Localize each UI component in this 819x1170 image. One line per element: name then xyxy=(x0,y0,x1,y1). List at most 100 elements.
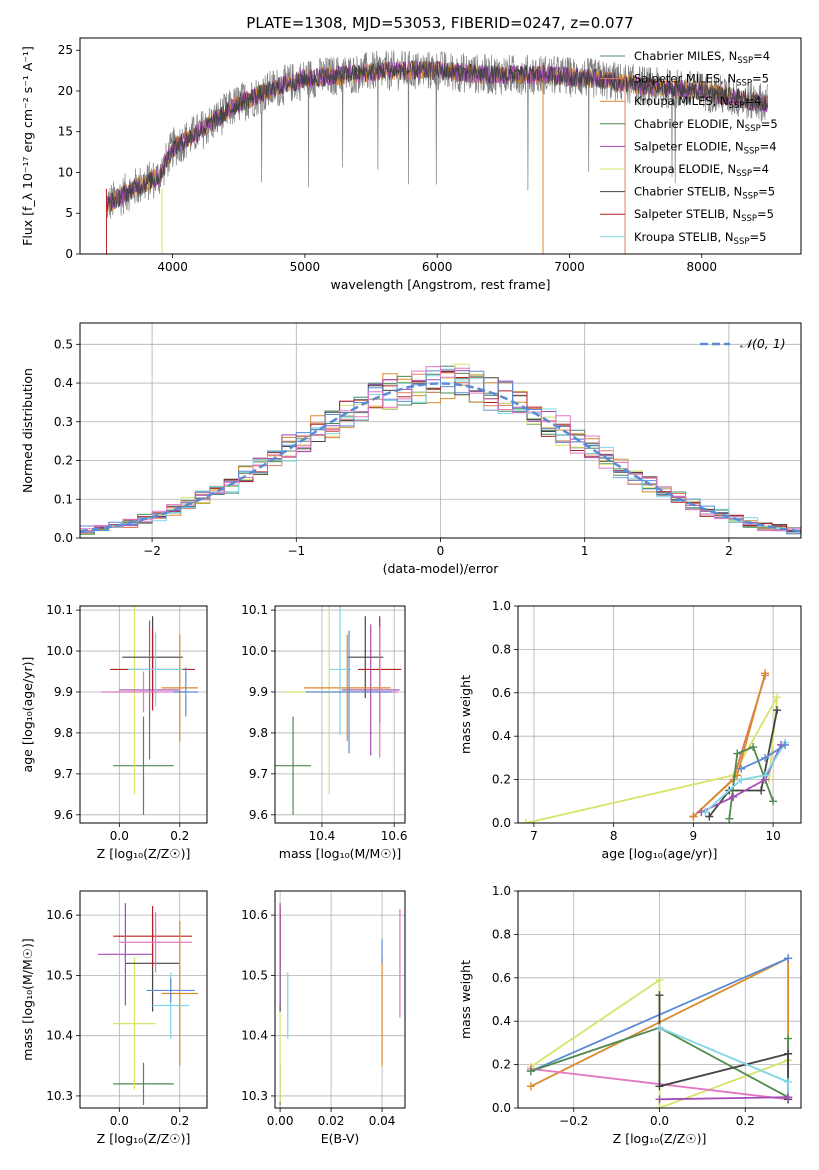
series-marker xyxy=(655,1104,664,1108)
y-tick-label: 9.7 xyxy=(249,767,268,781)
x-axis-label: Z [log₁₀(Z/Z☉)] xyxy=(97,846,191,861)
legend-subscript: SSP xyxy=(734,237,750,247)
series-marker xyxy=(526,1082,535,1091)
legend-subscript: SSP xyxy=(744,146,760,156)
panel-mass-vs-ebv: 0.00 0.02 0.04 10.3 10.4 10.5 10.6 E(B-V) xyxy=(241,890,406,1146)
x-tick-label: 0.00 xyxy=(267,1114,294,1128)
y-tick-label: 0.0 xyxy=(54,531,73,545)
legend-tail: =5 xyxy=(749,230,766,244)
x-tick-label: 0.0 xyxy=(650,1114,669,1128)
legend-label: Salpeter ELODIE, NSSP=4 xyxy=(634,139,777,156)
x-axis-label: wavelength [Angstrom, rest frame] xyxy=(330,277,550,292)
series-marker xyxy=(689,812,698,821)
series-line xyxy=(692,675,766,818)
series-marker xyxy=(733,749,742,758)
x-tick-label: 10 xyxy=(765,829,780,843)
y-tick-label: 9.6 xyxy=(54,808,73,822)
x-axis-label: Z [log₁₀(Z/Z☉)] xyxy=(97,1131,191,1146)
y-tick-label: 0.4 xyxy=(492,729,511,743)
y-tick-label: 20 xyxy=(58,84,73,98)
series-marker xyxy=(526,1067,535,1076)
y-tick-label: 9.7 xyxy=(54,767,73,781)
plot-area xyxy=(275,606,405,823)
legend-label: Salpeter STELIB, NSSP=5 xyxy=(634,207,774,224)
y-axis-label: Flux [f_λ 10⁻¹⁷ erg cm⁻² s⁻¹ A⁻¹] xyxy=(20,46,35,246)
series-marker xyxy=(725,814,734,823)
axes-frame xyxy=(517,605,802,824)
x-axis-label: Z [log₁₀(Z/Z☉)] xyxy=(613,1131,707,1146)
x-tick-label: 0 xyxy=(437,544,445,558)
y-axis-label: mass weight xyxy=(458,960,473,1039)
y-tick-label: 10.6 xyxy=(241,908,268,922)
y-axis-label: mass weight xyxy=(458,675,473,754)
legend-subscript: SSP xyxy=(737,56,753,66)
x-tick-label: −1 xyxy=(287,544,305,558)
x-axis-label: mass [log₁₀(M/M☉)] xyxy=(279,846,401,861)
x-axis-label: E(B-V) xyxy=(321,1131,360,1146)
series-marker xyxy=(784,1077,793,1086)
y-tick-label: 0.0 xyxy=(492,816,511,830)
legend-subscript: SSP xyxy=(729,101,745,111)
series-marker xyxy=(761,771,770,780)
x-tick-label: 6000 xyxy=(422,260,453,274)
series-marker xyxy=(521,819,530,823)
y-tick-label: 0.4 xyxy=(492,1014,511,1028)
y-tick-label: 10.5 xyxy=(46,968,73,982)
series-marker xyxy=(773,693,782,702)
axes-frame xyxy=(274,890,406,1109)
series-marker xyxy=(784,1049,793,1058)
y-tick-label: 1.0 xyxy=(492,599,511,613)
x-tick-label: −0.2 xyxy=(559,1114,588,1128)
legend-subscript: SSP xyxy=(742,192,758,202)
y-tick-label: 0.3 xyxy=(54,415,73,429)
y-tick-label: 0.1 xyxy=(54,492,73,506)
series-line xyxy=(658,995,789,1100)
plot-area xyxy=(518,891,801,1108)
x-tick-label: 0.02 xyxy=(318,1114,345,1128)
legend-tail: =5 xyxy=(758,185,775,199)
legend-label: Kroupa ELODIE, NSSP=4 xyxy=(634,162,769,179)
y-tick-label: 9.9 xyxy=(249,685,268,699)
axes-frame xyxy=(79,322,802,539)
series-line xyxy=(708,710,778,818)
x-tick-label: 10.6 xyxy=(381,829,408,843)
panel-residuals: −2 −1 0 1 2 0.0 0.1 0.2 0.3 0.4 0.5 (data-model)/er… xyxy=(20,322,802,576)
y-tick-label: 9.8 xyxy=(54,726,73,740)
y-tick-label: 10.6 xyxy=(46,908,73,922)
y-tick-label: 9.9 xyxy=(54,685,73,699)
axes-frame xyxy=(79,890,208,1109)
legend-tail: =4 xyxy=(760,139,777,153)
panels: 4000 5000 6000 7000 80000510152025wavelength… xyxy=(20,37,802,1146)
spectrum-line xyxy=(106,60,769,212)
series-marker xyxy=(705,812,714,821)
plot-area xyxy=(80,891,207,1108)
series-marker xyxy=(655,1095,664,1104)
y-tick-label: 0 xyxy=(65,247,73,261)
x-tick-label: 4000 xyxy=(157,260,188,274)
series-marker xyxy=(761,753,770,762)
x-tick-label: 0.04 xyxy=(369,1114,396,1128)
y-axis-label: mass [log₁₀(M/M☉)] xyxy=(20,938,35,1060)
series-marker xyxy=(737,764,746,773)
x-tick-label: 5000 xyxy=(290,260,321,274)
panel-age-vs-mass: 10.4 10.6 9.6 9.7 9.8 9.9 10.0 10.1 mass [log₁₀(… xyxy=(241,603,408,861)
x-tick-label: 0.2 xyxy=(170,829,189,843)
y-tick-label: 0.8 xyxy=(492,642,511,656)
series-marker xyxy=(729,792,738,801)
y-tick-label: 10 xyxy=(58,165,73,179)
plot-area xyxy=(518,606,801,823)
legend-tail: =5 xyxy=(761,117,778,131)
legend-tail: =4 xyxy=(753,49,770,63)
panel-age-vs-Z: 0.0 0.2 9.6 9.7 9.8 9.9 10.0 10.1 Z [log₁₀(Z/Z☉)… xyxy=(20,603,208,861)
x-tick-label: 0.0 xyxy=(110,829,129,843)
y-tick-label: 0.2 xyxy=(54,454,73,468)
series-marker xyxy=(784,954,793,963)
series-marker xyxy=(655,1023,664,1032)
x-tick-label: 10.4 xyxy=(309,829,336,843)
x-tick-label: 7000 xyxy=(554,260,585,274)
plot-area xyxy=(80,606,207,823)
legend-label: Chabrier STELIB, NSSP=5 xyxy=(634,185,775,202)
axes-frame xyxy=(79,37,802,255)
legend-tail: =5 xyxy=(752,72,769,86)
